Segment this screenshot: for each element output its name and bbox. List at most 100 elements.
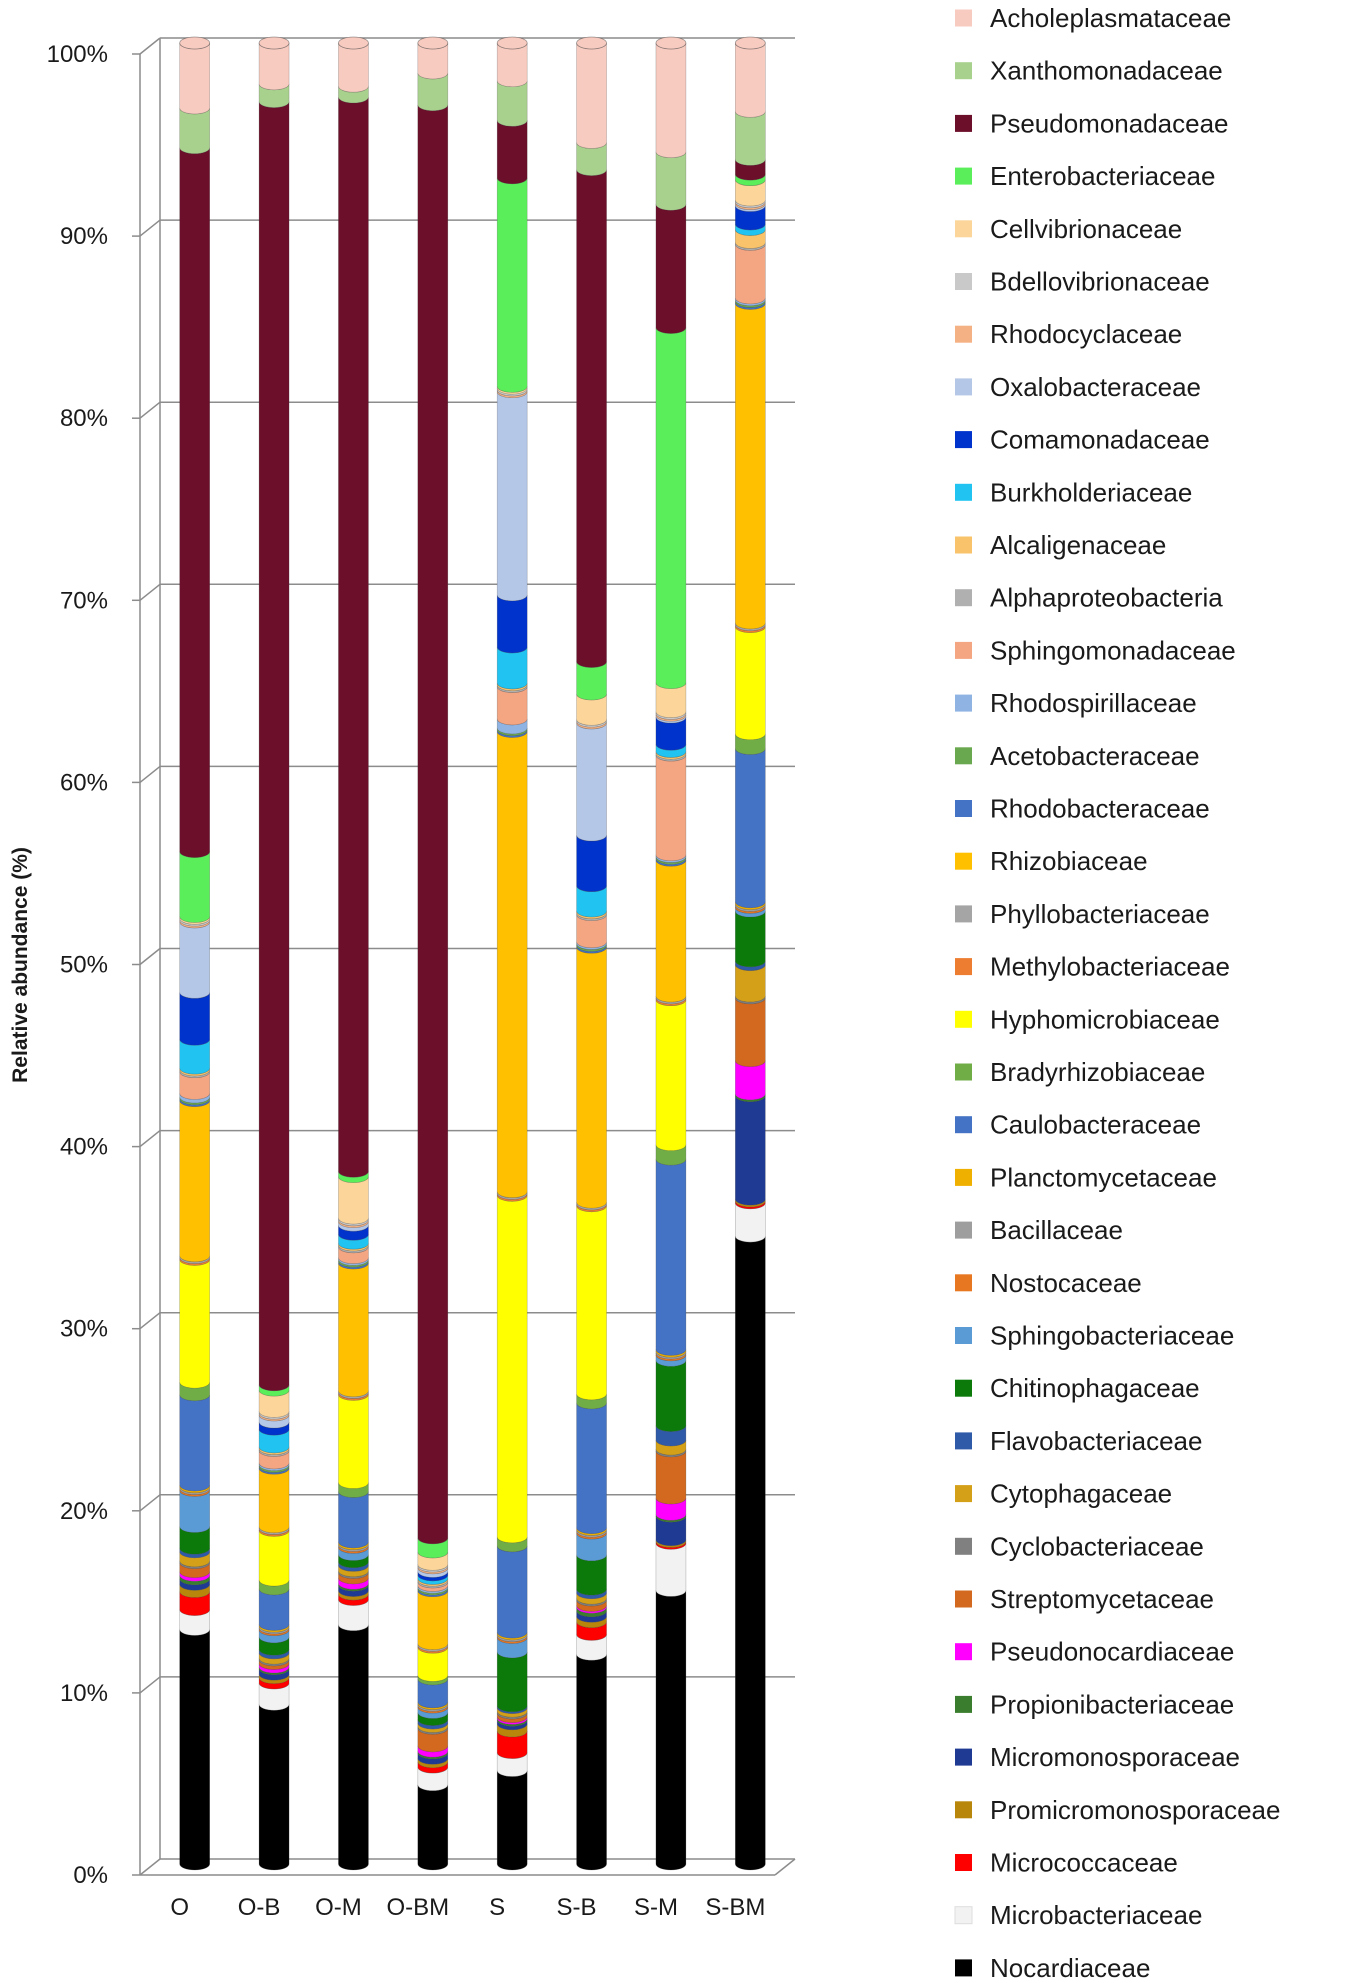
y-tick-label: 50% (60, 952, 108, 979)
bar-segment (655, 1450, 687, 1505)
bar-segment (179, 1575, 210, 1586)
bar-segment (655, 1144, 687, 1166)
bar-segment (179, 1039, 210, 1075)
bar-segment (417, 1588, 449, 1598)
bar-segment (655, 151, 687, 211)
legend-label: Comamonadaceae (990, 425, 1210, 455)
bar-segment (179, 921, 210, 999)
legend-item: Micromonosporaceae (955, 1742, 1240, 1772)
legend-swatch (955, 1854, 972, 1871)
x-tick-label: S-M (634, 1894, 678, 1921)
legend-label: Planctomycetaceae (990, 1162, 1217, 1192)
bar-segment (496, 1707, 528, 1718)
legend-label: Microbacteriaceae (990, 1900, 1202, 1930)
legend-swatch (955, 325, 972, 343)
bar-segment (338, 1599, 369, 1631)
legend-item: Cytophagaceae (955, 1479, 1172, 1509)
legend-item: Pseudonocardiaceae (955, 1637, 1234, 1667)
bar-segment (417, 1784, 449, 1871)
bar-segment (496, 731, 528, 1198)
legend-label: Rhodospirillaceae (990, 688, 1197, 718)
bar-segment (258, 1588, 290, 1631)
bar-segment (576, 1402, 607, 1534)
bar-segment (258, 1468, 290, 1534)
legend-swatch (955, 9, 972, 27)
legend-swatch (955, 852, 972, 870)
legend-item: Sphingomonadaceae (955, 635, 1236, 665)
bar-segment (655, 42, 687, 158)
bar-segment (417, 1643, 449, 1652)
legend-label: Rhizobiaceae (990, 846, 1148, 876)
bar-segment (576, 914, 607, 949)
legend-item: Nostocaceae (955, 1268, 1142, 1298)
bar-segment (179, 851, 210, 923)
legend-label: Sphingobacteriaceae (990, 1321, 1234, 1351)
legend-item: Phyllobacteriaceae (955, 899, 1210, 929)
bar-segment (338, 1171, 369, 1183)
y-tick-label: 0% (73, 1862, 108, 1889)
bar-segment (496, 1651, 528, 1713)
legend-swatch (955, 589, 972, 607)
legend-item: Acholeplasmataceae (955, 3, 1231, 33)
floor-edge (774, 1858, 796, 1876)
bar-segment (735, 1202, 766, 1243)
bar-segment (417, 1551, 449, 1571)
bar-segment (655, 1543, 687, 1597)
x-tick-label: O-BM (386, 1894, 449, 1921)
legend-item: Rhodocyclaceae (955, 319, 1182, 349)
bar-segment (179, 1629, 210, 1871)
bar-segment (735, 199, 766, 209)
y-tick-label: 20% (60, 1498, 108, 1525)
bar-segment (576, 1592, 607, 1605)
bar-segment (258, 1464, 290, 1473)
bar-segment (496, 1752, 528, 1777)
legend-swatch (955, 800, 972, 817)
bar-segment (655, 204, 687, 334)
legend-item: Rhizobiaceae (955, 846, 1148, 876)
y-tick-label: 100% (47, 41, 108, 68)
grid-diag (139, 1676, 161, 1694)
legend-item: Rhodospirillaceae (955, 688, 1197, 718)
bar-segment (258, 1668, 290, 1681)
bar-segment (735, 995, 766, 1005)
bar-segment (179, 1255, 210, 1264)
legend-swatch (955, 114, 972, 132)
bar-segment (576, 719, 607, 728)
bar-O-M (338, 36, 369, 1871)
bar-segment (179, 42, 210, 115)
legend-item: Sphingobacteriaceae (955, 1321, 1234, 1351)
legend-swatch (955, 694, 972, 712)
legend-label: Pseudomonadaceae (990, 108, 1229, 138)
grid-diag (139, 219, 161, 237)
legend-item: Streptomycetaceae (955, 1584, 1214, 1614)
bar-segment (576, 1205, 607, 1401)
legend-label: Flavobacteriaceae (990, 1426, 1202, 1456)
bar-segment (496, 177, 528, 393)
bar-segment (417, 1705, 449, 1714)
legend-label: Streptomycetaceae (990, 1584, 1214, 1614)
legend-swatch (955, 273, 972, 290)
y-tick-label: 90% (60, 223, 108, 250)
bar-segment (655, 1449, 687, 1458)
bar-segment (496, 1720, 528, 1731)
bar-segment (496, 1545, 528, 1639)
legend-swatch (955, 1485, 972, 1503)
bar-S-BM (734, 36, 766, 1871)
legend-item: Comamonadaceae (955, 425, 1210, 455)
bar-segment (655, 996, 687, 1005)
bar-segment (655, 1516, 687, 1546)
legend-item: Alphaproteobacteria (955, 583, 1223, 613)
legend-swatch (955, 483, 972, 501)
legend-item: Burkholderiaceae (955, 477, 1192, 507)
bar-segment (338, 1541, 369, 1550)
bar-segment (735, 303, 766, 630)
bar-segment (496, 1730, 528, 1759)
legend-item: Hyphomicrobiaceae (955, 1004, 1220, 1034)
bar-segment (417, 1719, 449, 1730)
bar-segment (258, 101, 290, 1392)
legend-swatch (955, 1959, 972, 1977)
bar-segment (258, 1530, 290, 1587)
bar-segment (655, 753, 687, 762)
x-tick-label: O-M (315, 1894, 362, 1921)
